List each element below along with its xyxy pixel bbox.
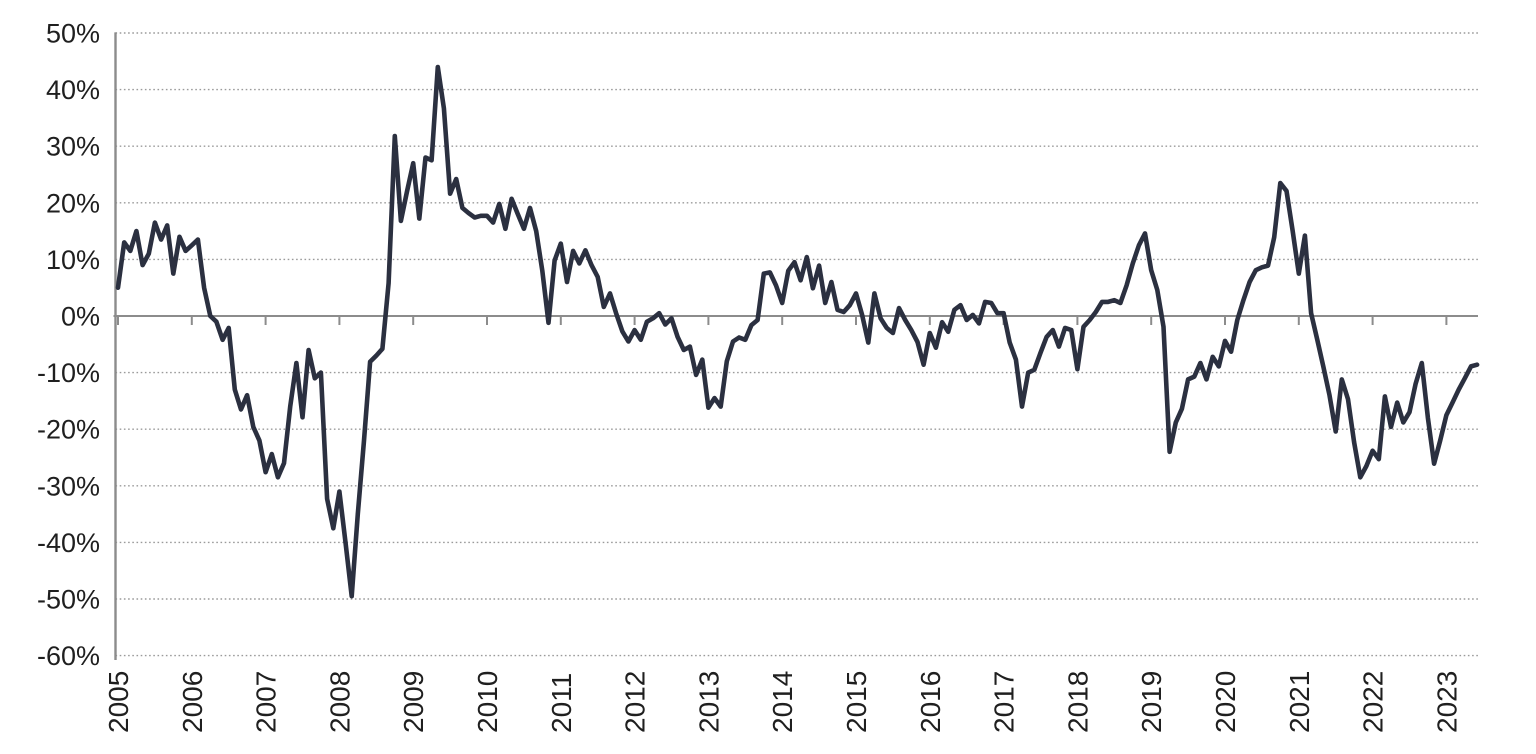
x-tick-label: 2011: [546, 673, 577, 733]
yoy-series-line: [115, 64, 1480, 599]
x-tick-label: 2019: [1136, 671, 1167, 733]
y-tick-label: -10%: [37, 358, 100, 388]
y-tick-label: 40%: [46, 75, 100, 105]
x-tick-label: 2008: [324, 671, 355, 733]
y-tick-label: -40%: [37, 528, 100, 558]
x-tick-label: 2022: [1358, 671, 1389, 733]
x-tick-label: 2005: [103, 671, 134, 733]
y-tick-label: -50%: [37, 585, 100, 615]
x-tick-label: 2020: [1210, 671, 1241, 733]
x-tick-label: 2009: [398, 671, 429, 733]
x-tick-label: 2018: [1062, 671, 1093, 733]
x-tick-label: 2021: [1284, 671, 1315, 733]
y-tick-label: -20%: [37, 415, 100, 445]
y-tick-label: 20%: [46, 188, 100, 218]
y-tick-label: 0%: [61, 302, 100, 332]
gridlines: [115, 32, 1478, 657]
y-tick-label: 50%: [46, 19, 100, 49]
y-tick-label: 30%: [46, 132, 100, 162]
x-axis-labels: 2005 2006 2007 2008 2009 2010 2011 2012 2013 2014…: [103, 671, 1462, 733]
data-series: [115, 64, 1480, 599]
y-axis-labels: 50% 40% 30% 20% 10% 0% -10% -20% -30% -40% -50% -60…: [37, 19, 100, 672]
x-tick-label: 2007: [251, 671, 282, 733]
y-tick-label: -60%: [37, 641, 100, 671]
y-tick-label: 10%: [46, 245, 100, 275]
x-tick-label: 2013: [693, 671, 724, 733]
axes: [113, 32, 1478, 660]
x-tick-label: 2023: [1431, 671, 1462, 733]
y-tick-label: -30%: [37, 471, 100, 501]
x-tick-label: 2017: [989, 671, 1020, 733]
x-tick-label: 2016: [915, 671, 946, 733]
x-tick-label: 2006: [177, 671, 208, 733]
x-tick-label: 2014: [767, 671, 798, 733]
x-tick-label: 2015: [841, 671, 872, 733]
x-tick-label: 2010: [472, 671, 503, 733]
x-tick-label: 2012: [620, 671, 651, 733]
